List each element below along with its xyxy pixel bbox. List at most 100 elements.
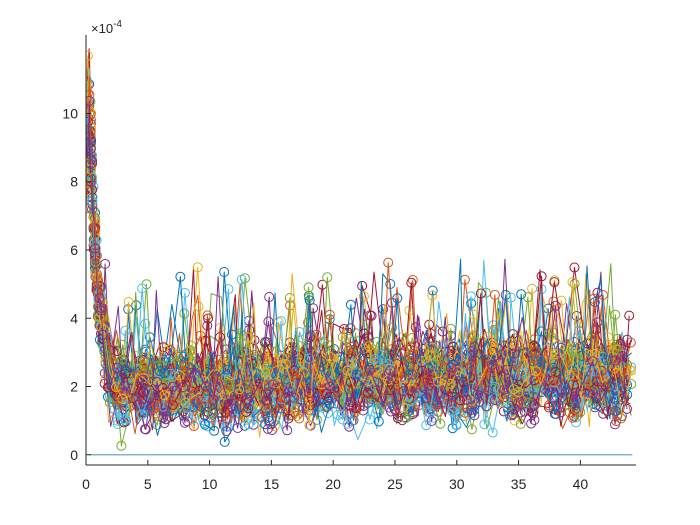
series-marker <box>502 348 513 359</box>
series-marker <box>475 383 486 394</box>
x-tick-label: 10 <box>202 476 218 492</box>
series-marker <box>405 375 416 386</box>
series-marker <box>189 421 199 432</box>
series-line <box>86 95 633 426</box>
x-tick-label: 35 <box>511 476 527 492</box>
series-marker <box>469 330 480 341</box>
series-marker <box>241 400 252 411</box>
series-marker <box>141 357 152 368</box>
series-marker <box>411 339 421 350</box>
series-marker <box>487 339 498 350</box>
series-marker <box>281 359 291 370</box>
series-marker <box>192 262 203 273</box>
series-marker <box>221 426 232 437</box>
series-marker <box>345 382 356 393</box>
series-marker <box>609 387 620 398</box>
series-marker <box>383 257 394 268</box>
series-marker <box>571 412 582 422</box>
series-marker <box>242 332 253 343</box>
series-marker <box>488 383 499 394</box>
series-marker <box>151 376 162 387</box>
series-marker <box>260 387 271 398</box>
series-marker <box>564 407 575 418</box>
series-marker <box>407 350 418 361</box>
series-marker <box>221 366 232 377</box>
series-marker <box>363 333 374 344</box>
x-tick-label: 30 <box>449 476 465 492</box>
series-marker <box>515 407 526 418</box>
series-marker <box>417 365 428 376</box>
series-marker <box>438 355 449 366</box>
series-marker <box>549 277 560 288</box>
series-marker <box>481 401 492 412</box>
series-marker <box>489 289 500 300</box>
series-marker <box>550 300 561 311</box>
series-marker <box>432 376 443 387</box>
series-marker <box>529 415 540 425</box>
series-marker <box>236 274 247 285</box>
series-marker <box>421 393 432 404</box>
series-marker <box>140 424 150 435</box>
series-marker <box>527 353 538 364</box>
series-marker <box>140 367 151 378</box>
series-marker <box>188 389 199 400</box>
series-marker <box>455 340 465 351</box>
series-marker <box>180 397 191 408</box>
series-marker <box>410 383 421 393</box>
series-marker <box>234 379 245 390</box>
series-marker <box>358 343 369 354</box>
series-marker <box>427 342 438 353</box>
y-tick-label: 0 <box>70 447 78 463</box>
series-marker <box>158 412 169 423</box>
series-marker <box>86 95 95 106</box>
series-marker <box>364 364 375 375</box>
series-marker <box>304 353 315 364</box>
series-marker <box>624 310 635 321</box>
series-marker <box>244 325 255 335</box>
series-marker <box>424 407 435 418</box>
series-marker <box>182 402 193 413</box>
series-marker <box>294 413 305 424</box>
series-marker <box>516 289 527 300</box>
series-marker <box>369 376 380 387</box>
series-marker <box>392 413 403 424</box>
series-marker <box>398 386 409 397</box>
series-marker <box>500 290 511 300</box>
series-marker <box>427 285 438 296</box>
series-marker <box>86 137 91 148</box>
series-marker <box>567 277 578 288</box>
series-marker <box>250 368 261 379</box>
series-marker <box>571 395 582 406</box>
series-marker <box>112 362 122 373</box>
series-marker <box>171 349 182 360</box>
series-marker <box>358 291 369 302</box>
series-marker <box>337 414 348 425</box>
series-marker <box>530 366 541 377</box>
series-marker <box>138 361 149 372</box>
series-marker <box>410 322 421 333</box>
series-marker <box>366 310 377 321</box>
series-marker <box>243 419 254 430</box>
series-marker <box>461 394 472 405</box>
series-marker <box>342 365 353 376</box>
series-marker <box>116 440 127 451</box>
series-marker <box>366 346 377 357</box>
series-marker <box>138 387 149 398</box>
series-marker <box>226 329 237 340</box>
series-marker <box>423 363 434 374</box>
series-marker <box>510 359 521 370</box>
series-marker <box>90 243 101 254</box>
series-marker <box>466 424 477 435</box>
series-marker <box>294 327 305 337</box>
series-marker <box>351 369 362 380</box>
x-tick-label: 20 <box>325 476 341 492</box>
series-marker <box>179 287 190 298</box>
series-line <box>86 94 628 409</box>
series-marker <box>240 345 251 356</box>
series-marker <box>529 400 540 410</box>
y-tick-label: 8 <box>70 174 78 190</box>
series-marker <box>536 271 547 282</box>
series-marker <box>201 385 212 396</box>
series-marker <box>506 338 517 349</box>
series-marker <box>185 345 196 356</box>
